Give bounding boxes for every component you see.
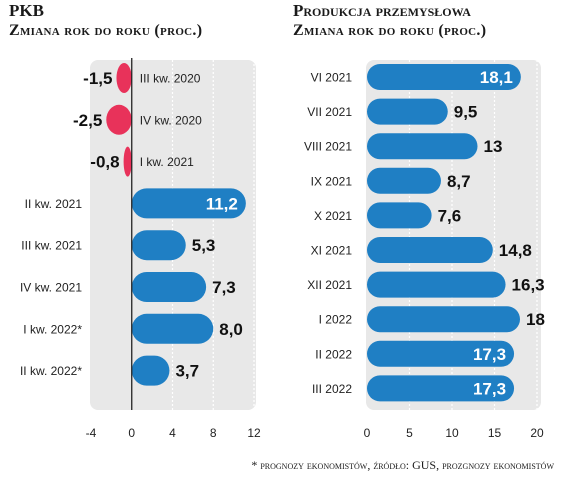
production-value-label: 7,6 [438,206,462,225]
production-category-label: II 2022 [315,347,352,361]
pkb-tick-label: -4 [86,426,97,440]
production-bar [367,98,448,125]
production-bar [367,167,441,194]
production-value-label: 17,3 [473,345,506,364]
pkb-category-label: II kw. 2022* [20,364,82,378]
production-category-label: VI 2021 [311,71,353,85]
pkb-bar [131,272,207,302]
pkb-bar [131,230,186,261]
pkb-bar [131,355,170,386]
pkb-value-label: 7,3 [212,278,236,297]
pkb-value-label: -2,5 [73,111,102,130]
production-bar [367,375,515,402]
production-value-label: 13 [484,137,503,156]
pkb-chart-subtitle: Zmiana rok do roku (proc.) [9,22,203,39]
production-category-label: I 2022 [319,313,353,327]
production-bar [367,340,515,367]
production-bar [367,133,478,160]
production-category-label: X 2021 [314,209,352,223]
pkb-value-label: -0,8 [90,153,119,172]
production-category-label: XII 2021 [307,278,352,292]
pkb-bar [116,63,132,93]
production-category-label: III 2022 [312,382,352,396]
production-value-label: 14,8 [499,241,532,260]
pkb-category-label: IV kw. 2021 [20,281,82,295]
production-category-label: XI 2021 [311,244,353,258]
pkb-category-label: I kw. 2022* [23,322,82,336]
production-category-label: VIII 2021 [304,140,352,154]
pkb-value-label: -1,5 [83,69,112,88]
pkb-bar [131,313,214,344]
pkb-bar [123,146,132,177]
pkb-tick-label: 4 [169,426,176,440]
production-bar [367,271,506,298]
footnote: * prognozy ekonomistów, źródło: GUS, pro… [251,458,554,472]
pkb-value-label: 5,3 [192,236,216,255]
production-value-label: 18,1 [480,68,513,87]
pkb-category-label: II kw. 2021 [25,197,83,211]
pkb-value-label: 11,2 [206,194,238,213]
production-category-label: IX 2021 [311,174,353,188]
pkb-value-label: 3,7 [175,362,199,381]
production-tick-label: 5 [406,426,413,440]
production-chart-subtitle: Zmiana rok do roku (proc.) [293,22,487,39]
production-bar [367,306,520,333]
production-value-label: 9,5 [454,103,478,122]
pkb-category-label: I kw. 2021 [140,155,194,169]
pkb-tick-label: 0 [128,426,135,440]
production-tick-label: 20 [530,426,544,440]
production-bar [367,237,493,263]
production-bar [367,202,432,229]
production-bar [367,64,521,90]
pkb-tick-label: 12 [247,426,261,440]
production-value-label: 18 [526,310,545,329]
production-tick-label: 15 [488,426,502,440]
pkb-category-label: IV kw. 2020 [140,113,202,127]
production-tick-label: 10 [445,426,459,440]
pkb-category-label: III kw. 2021 [21,239,82,253]
pkb-chart-title: PKB [9,1,44,20]
pkb-bar [131,188,246,219]
production-category-label: VII 2021 [307,105,352,119]
production-tick-label: 0 [364,426,371,440]
production-value-label: 17,3 [473,379,506,398]
production-chart-title: Produkcja przemysłowa [293,1,471,20]
pkb-tick-label: 8 [210,426,217,440]
production-value-label: 16,3 [512,276,545,295]
pkb-bar [106,104,132,135]
pkb-value-label: 8,0 [219,320,243,339]
production-value-label: 8,7 [447,172,471,191]
pkb-category-label: III kw. 2020 [140,72,201,86]
